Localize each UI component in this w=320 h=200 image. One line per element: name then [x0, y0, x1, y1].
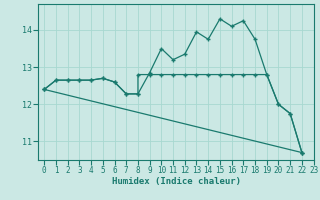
- X-axis label: Humidex (Indice chaleur): Humidex (Indice chaleur): [111, 177, 241, 186]
